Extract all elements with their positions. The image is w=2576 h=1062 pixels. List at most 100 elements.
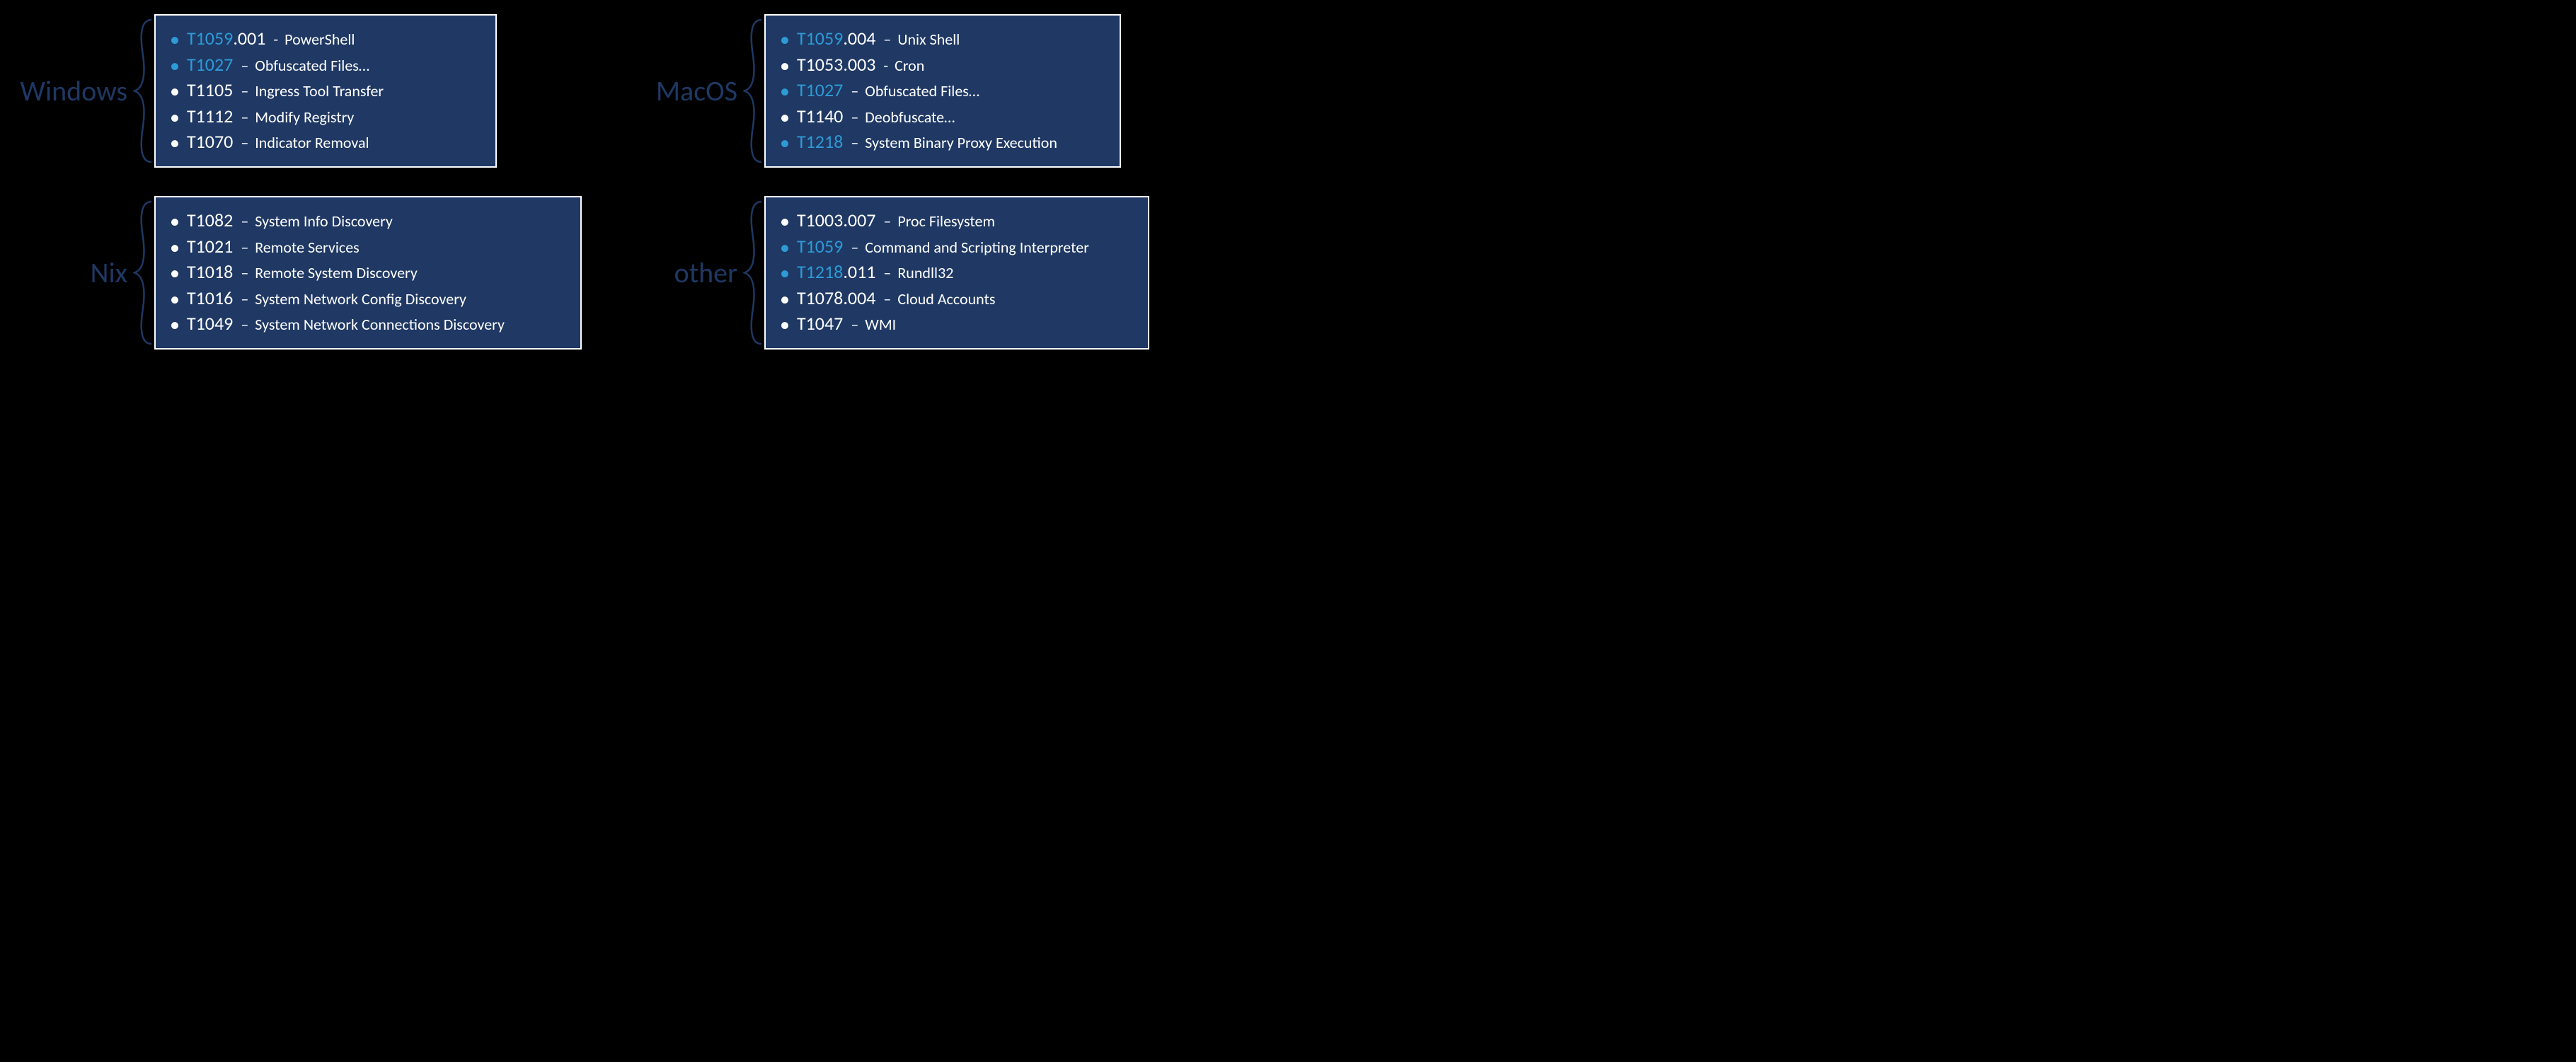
technique-suffix: .004 bbox=[843, 27, 875, 50]
technique-desc: Modify Registry bbox=[255, 108, 354, 127]
technique-desc: Unix Shell bbox=[897, 30, 960, 49]
dash: – bbox=[847, 133, 862, 152]
technique-code: T1059 bbox=[187, 27, 233, 50]
technique-item: •T1016 – System Network Config Discovery bbox=[170, 287, 566, 310]
technique-item: • T1027 – Obfuscated Files… bbox=[780, 79, 1105, 102]
technique-code: T1070 bbox=[187, 130, 233, 153]
curly-brace-icon bbox=[133, 196, 154, 350]
item-text: T1105 – Ingress Tool Transfer bbox=[187, 79, 384, 102]
technique-desc: Remote System Discovery bbox=[255, 263, 418, 282]
technique-desc: Remote Services bbox=[255, 238, 360, 257]
group-label: MacOS bbox=[624, 74, 743, 108]
item-text: T1218.011 – Rundll32 bbox=[797, 260, 953, 284]
bullet-icon: • bbox=[780, 30, 790, 50]
bullet-icon: • bbox=[170, 315, 180, 335]
diagram-grid: Windows •T1059.001 - PowerShell•T1027 – … bbox=[14, 14, 1118, 350]
technique-desc: Ingress Tool Transfer bbox=[255, 81, 384, 100]
technique-code: T1059 bbox=[797, 27, 843, 50]
dash: – bbox=[237, 133, 252, 152]
technique-group: other •T1003.007 – Proc Filesystem•T1059… bbox=[624, 196, 1149, 350]
bullet-icon: • bbox=[170, 108, 180, 127]
group-label: other bbox=[624, 255, 743, 290]
bullet-icon: • bbox=[780, 315, 790, 335]
technique-desc: Rundll32 bbox=[897, 263, 953, 282]
technique-desc: Cloud Accounts bbox=[897, 289, 995, 308]
item-text: T1003.007 – Proc Filesystem bbox=[797, 209, 995, 232]
technique-desc: PowerShell bbox=[284, 30, 355, 49]
item-text: T1053.003 - Cron bbox=[797, 53, 924, 76]
dash: – bbox=[847, 238, 862, 257]
curly-brace-icon bbox=[743, 196, 764, 350]
dash: – bbox=[880, 212, 895, 231]
bullet-icon: • bbox=[780, 263, 790, 283]
item-text: T1027 – Obfuscated Files… bbox=[797, 79, 979, 102]
dash: – bbox=[880, 289, 895, 308]
technique-item: • T1059.004 – Unix Shell bbox=[780, 27, 1105, 50]
technique-item: • T1218.011 – Rundll32 bbox=[780, 260, 1134, 284]
dash: – bbox=[880, 263, 895, 282]
dash: – bbox=[847, 315, 862, 334]
bullet-icon: • bbox=[780, 56, 790, 76]
dash: - bbox=[880, 56, 892, 75]
bullet-icon: • bbox=[780, 81, 790, 101]
bullet-icon: • bbox=[780, 289, 790, 309]
dash: – bbox=[237, 56, 252, 75]
dash: – bbox=[237, 238, 252, 257]
dash: – bbox=[237, 315, 252, 334]
technique-code: T1027 bbox=[797, 79, 843, 101]
technique-code: T1053.003 bbox=[797, 53, 875, 76]
item-text: T1059.001 - PowerShell bbox=[187, 27, 355, 50]
bullet-icon: • bbox=[170, 56, 180, 76]
technique-item: • T1218 – System Binary Proxy Execution bbox=[780, 130, 1105, 154]
technique-desc: Obfuscated Files… bbox=[255, 56, 369, 75]
technique-desc: System Network Connections Discovery bbox=[255, 315, 505, 334]
technique-desc: System Info Discovery bbox=[255, 212, 393, 231]
technique-item: • T1049 – System Network Connections Disc… bbox=[170, 312, 566, 335]
item-text: T1070 – Indicator Removal bbox=[187, 130, 369, 154]
technique-box: • T1059.001 - PowerShell • T1027 – Obfuscat… bbox=[154, 14, 497, 168]
technique-desc: System Binary Proxy Execution bbox=[865, 133, 1057, 152]
technique-code: T1218 bbox=[797, 260, 843, 283]
technique-item: • T1078.004 – Cloud Accounts bbox=[780, 287, 1134, 310]
technique-item: •T1047 – WMI bbox=[780, 312, 1134, 335]
item-text: T1078.004 – Cloud Accounts bbox=[797, 287, 996, 310]
item-text: T1059 – Command and Scripting Interprete… bbox=[797, 235, 1089, 258]
technique-code: T1021 bbox=[187, 235, 233, 258]
technique-item: • T1059.001 - PowerShell bbox=[170, 27, 481, 50]
technique-item: •T1003.007 – Proc Filesystem bbox=[780, 209, 1134, 232]
technique-code: T1112 bbox=[187, 105, 233, 127]
technique-code: T1059 bbox=[797, 235, 843, 258]
technique-suffix: .001 bbox=[233, 27, 265, 50]
dash: – bbox=[237, 263, 252, 282]
technique-group: Nix •T1082 – System Info Discovery•T1021… bbox=[14, 196, 582, 350]
dash: – bbox=[847, 108, 862, 127]
bullet-icon: • bbox=[170, 238, 180, 258]
technique-item: • T1059 – Command and Scripting Interpret… bbox=[780, 235, 1134, 258]
curly-brace-icon bbox=[133, 14, 154, 168]
item-text: T1059.004 – Unix Shell bbox=[797, 27, 960, 50]
bullet-icon: • bbox=[780, 238, 790, 258]
bullet-icon: • bbox=[780, 133, 790, 153]
technique-item: • T1053.003 - Cron bbox=[780, 53, 1105, 76]
bullet-icon: • bbox=[170, 30, 180, 50]
technique-desc: Cron bbox=[895, 56, 924, 75]
technique-item: • T1027 – Obfuscated Files… bbox=[170, 53, 481, 76]
technique-item: •T1140 – Deobfuscate… bbox=[780, 105, 1105, 128]
dash: – bbox=[237, 289, 252, 308]
technique-item: •T1070 – Indicator Removal bbox=[170, 130, 481, 154]
item-text: T1027 – Obfuscated Files… bbox=[187, 53, 369, 76]
technique-desc: System Network Config Discovery bbox=[255, 289, 466, 308]
technique-group: MacOS • T1059.004 – Unix Shell • T1053.003 … bbox=[624, 14, 1149, 168]
technique-code: T1018 bbox=[187, 260, 233, 283]
dash: – bbox=[237, 212, 252, 231]
item-text: T1021 – Remote Services bbox=[187, 235, 360, 258]
technique-item: • T1021 – Remote Services bbox=[170, 235, 566, 258]
technique-box: • T1059.004 – Unix Shell • T1053.003 - Cron… bbox=[764, 14, 1121, 168]
technique-item: •T1105 – Ingress Tool Transfer bbox=[170, 79, 481, 102]
item-text: T1218 – System Binary Proxy Execution bbox=[797, 130, 1057, 154]
technique-code: T1078.004 bbox=[797, 287, 875, 309]
item-text: T1049 – System Network Connections Disco… bbox=[187, 312, 505, 335]
dash: - bbox=[270, 30, 282, 49]
technique-desc: Obfuscated Files… bbox=[865, 81, 979, 100]
technique-code: T1003.007 bbox=[797, 209, 875, 231]
